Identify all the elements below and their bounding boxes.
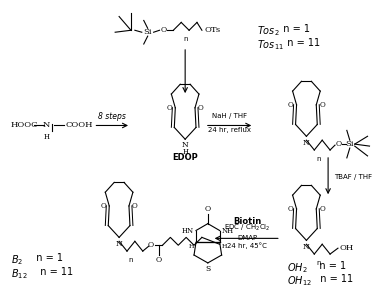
Text: O: O (288, 205, 294, 213)
Text: $\mathit{B}_2$: $\mathit{B}_2$ (11, 253, 23, 267)
Text: n = 1: n = 1 (277, 24, 310, 34)
Text: 24 hr, 45°C: 24 hr, 45°C (227, 243, 267, 249)
Text: EDOP: EDOP (172, 153, 198, 162)
Text: n: n (129, 257, 133, 263)
Text: N: N (182, 141, 189, 149)
Text: O: O (156, 256, 162, 264)
Text: N: N (303, 243, 310, 251)
Text: O: O (160, 26, 167, 34)
Text: O: O (336, 140, 342, 148)
Text: O: O (319, 101, 325, 109)
Text: O: O (148, 241, 154, 249)
Text: O: O (205, 205, 211, 213)
Text: N: N (42, 121, 50, 130)
Text: $\mathit{Tos}_{11}$: $\mathit{Tos}_{11}$ (257, 38, 284, 52)
Text: O: O (288, 101, 294, 109)
Text: Si: Si (345, 140, 354, 148)
Text: OTs: OTs (205, 26, 221, 34)
Text: O: O (319, 205, 325, 213)
Text: O: O (132, 202, 138, 210)
Text: O: O (167, 104, 172, 112)
Text: N: N (303, 139, 310, 147)
Text: Biotin: Biotin (233, 217, 261, 226)
Text: HOOC: HOOC (11, 121, 38, 130)
Text: 8 steps: 8 steps (98, 111, 126, 120)
Text: $\mathit{Tos}_2$: $\mathit{Tos}_2$ (257, 24, 279, 38)
Text: OH: OH (340, 244, 354, 252)
Text: N: N (116, 240, 122, 248)
Text: n: n (316, 156, 321, 162)
Text: n: n (316, 260, 321, 266)
Text: H: H (182, 148, 188, 156)
Text: $\mathit{B}_{12}$: $\mathit{B}_{12}$ (11, 267, 27, 281)
Text: S: S (205, 265, 211, 273)
Text: n = 1: n = 1 (31, 253, 64, 263)
Text: 24 hr, reflux: 24 hr, reflux (208, 127, 251, 133)
Text: DMAP: DMAP (237, 235, 257, 241)
Text: H: H (43, 133, 49, 141)
Text: COOH: COOH (66, 121, 93, 130)
Text: O: O (100, 202, 106, 210)
Text: HN: HN (182, 226, 194, 235)
Text: O: O (198, 104, 204, 112)
Text: H: H (189, 244, 194, 249)
Text: Si: Si (143, 28, 152, 36)
Text: H: H (221, 244, 227, 249)
Text: $\mathit{OH}_{12}$: $\mathit{OH}_{12}$ (287, 274, 312, 288)
Text: n = 11: n = 11 (314, 274, 354, 284)
Text: n: n (183, 36, 187, 42)
Text: NaH / THF: NaH / THF (212, 113, 247, 119)
Text: TBAF / THF: TBAF / THF (334, 174, 372, 179)
Text: $\mathit{OH}_2$: $\mathit{OH}_2$ (287, 261, 307, 275)
Text: n = 1: n = 1 (310, 261, 347, 271)
Text: n = 11: n = 11 (281, 38, 320, 48)
Text: NH: NH (221, 226, 234, 235)
Text: n = 11: n = 11 (34, 267, 73, 277)
Text: EDC / CH$_2$Cl$_2$: EDC / CH$_2$Cl$_2$ (224, 223, 270, 233)
